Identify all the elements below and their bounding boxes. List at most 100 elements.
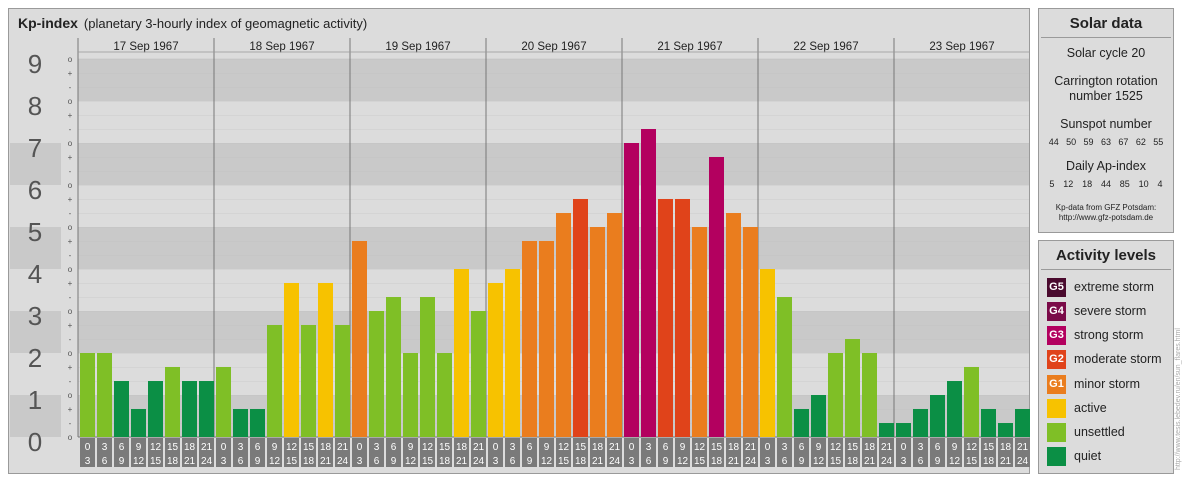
interval-start-label: 3 bbox=[782, 442, 788, 453]
interval-end-label: 21 bbox=[184, 456, 196, 467]
interval-box bbox=[505, 438, 520, 467]
interval-box bbox=[964, 438, 979, 467]
kp-bar bbox=[131, 408, 146, 437]
interval-end-label: 12 bbox=[269, 456, 281, 467]
kp-bar bbox=[386, 297, 401, 437]
interval-box bbox=[998, 438, 1013, 467]
kp-bar bbox=[964, 366, 979, 437]
interval-end-label: 24 bbox=[609, 456, 621, 467]
interval-box bbox=[726, 438, 741, 467]
kp-bar bbox=[879, 423, 894, 437]
minor-mark: o bbox=[68, 139, 73, 148]
kp-bar bbox=[318, 282, 333, 437]
kp-bar bbox=[998, 423, 1013, 437]
interval-box bbox=[131, 438, 146, 467]
interval-end-label: 24 bbox=[473, 456, 485, 467]
interval-start-label: 15 bbox=[303, 442, 315, 453]
background-band bbox=[78, 101, 1029, 115]
interval-box bbox=[828, 438, 843, 467]
kp-bar bbox=[199, 381, 214, 437]
level-label: moderate storm bbox=[1074, 352, 1162, 366]
interval-start-label: 3 bbox=[238, 442, 244, 453]
interval-box bbox=[896, 438, 911, 467]
interval-start-label: 9 bbox=[272, 442, 278, 453]
interval-start-label: 0 bbox=[901, 442, 907, 453]
level-active: active bbox=[1047, 398, 1107, 418]
interval-start-label: 0 bbox=[493, 442, 499, 453]
level-label: severe storm bbox=[1074, 304, 1147, 318]
minor-mark: o bbox=[68, 391, 73, 400]
minor-mark: + bbox=[68, 69, 73, 78]
interval-box bbox=[777, 438, 792, 467]
interval-box bbox=[386, 438, 401, 467]
interval-box bbox=[488, 438, 503, 467]
interval-start-label: 21 bbox=[201, 442, 213, 453]
interval-start-label: 12 bbox=[150, 442, 162, 453]
minor-mark: o bbox=[68, 55, 73, 64]
interval-end-label: 9 bbox=[527, 456, 533, 467]
kp-bar-chart: 0123456789o-+o-+o-+o-+o-+o-+o-+o-+o-+o17… bbox=[10, 38, 1030, 467]
interval-end-label: 24 bbox=[337, 456, 349, 467]
interval-end-label: 6 bbox=[374, 456, 380, 467]
interval-start-label: 3 bbox=[918, 442, 924, 453]
kp-bar bbox=[437, 353, 452, 437]
interval-start-label: 18 bbox=[728, 442, 740, 453]
level-g1: G1 minor storm bbox=[1047, 374, 1140, 394]
interval-end-label: 6 bbox=[102, 456, 108, 467]
y-tick-label: 6 bbox=[28, 175, 42, 205]
interval-start-label: 0 bbox=[357, 442, 363, 453]
chart-subtitle: (planetary 3-hourly index of geomagnetic… bbox=[83, 16, 368, 31]
interval-start-label: 6 bbox=[527, 442, 533, 453]
interval-box bbox=[930, 438, 945, 467]
interval-end-label: 3 bbox=[629, 456, 635, 467]
interval-end-label: 18 bbox=[983, 456, 995, 467]
interval-end-label: 9 bbox=[663, 456, 669, 467]
interval-box bbox=[556, 438, 571, 467]
background-band bbox=[78, 171, 1029, 185]
interval-box bbox=[403, 438, 418, 467]
interval-end-label: 3 bbox=[901, 456, 907, 467]
interval-box bbox=[199, 438, 214, 467]
background-band bbox=[78, 115, 1029, 129]
interval-end-label: 9 bbox=[799, 456, 805, 467]
kp-bar bbox=[794, 408, 809, 437]
ap-value: 4 bbox=[1157, 179, 1163, 189]
interval-start-label: 15 bbox=[983, 442, 995, 453]
interval-start-label: 0 bbox=[221, 442, 227, 453]
interval-box bbox=[658, 438, 673, 467]
interval-box bbox=[760, 438, 775, 467]
kp-bar bbox=[930, 395, 945, 437]
day-label: 22 Sep 1967 bbox=[793, 41, 858, 53]
kp-bar bbox=[828, 353, 843, 437]
ap-value: 5 bbox=[1049, 179, 1055, 189]
kp-bar bbox=[862, 353, 877, 437]
kp-bar bbox=[590, 227, 605, 437]
kp-bar bbox=[267, 324, 282, 437]
kp-bar bbox=[1015, 408, 1030, 437]
minor-mark: o bbox=[68, 349, 73, 358]
kp-bar bbox=[539, 240, 554, 437]
background-band bbox=[78, 129, 1029, 143]
kp-bar bbox=[760, 269, 775, 437]
minor-mark: - bbox=[69, 293, 72, 302]
minor-mark: + bbox=[68, 363, 73, 372]
minor-mark: + bbox=[68, 195, 73, 204]
interval-end-label: 21 bbox=[592, 456, 604, 467]
source-link[interactable]: http://www.gfz-potsdam.de bbox=[1058, 213, 1154, 222]
interval-start-label: 3 bbox=[646, 442, 652, 453]
day-label: 18 Sep 1967 bbox=[249, 41, 314, 53]
interval-start-label: 3 bbox=[374, 442, 380, 453]
interval-end-label: 18 bbox=[847, 456, 859, 467]
y-axis-band bbox=[10, 43, 61, 101]
kp-bar bbox=[607, 213, 622, 437]
background-band bbox=[78, 157, 1029, 171]
minor-mark: - bbox=[69, 335, 72, 344]
interval-end-label: 12 bbox=[541, 456, 553, 467]
interval-start-label: 15 bbox=[167, 442, 179, 453]
kp-bar bbox=[743, 227, 758, 437]
minor-mark: o bbox=[68, 433, 73, 442]
interval-start-label: 0 bbox=[629, 442, 635, 453]
interval-end-label: 21 bbox=[1000, 456, 1012, 467]
y-axis-band bbox=[10, 101, 61, 143]
interval-box bbox=[114, 438, 129, 467]
